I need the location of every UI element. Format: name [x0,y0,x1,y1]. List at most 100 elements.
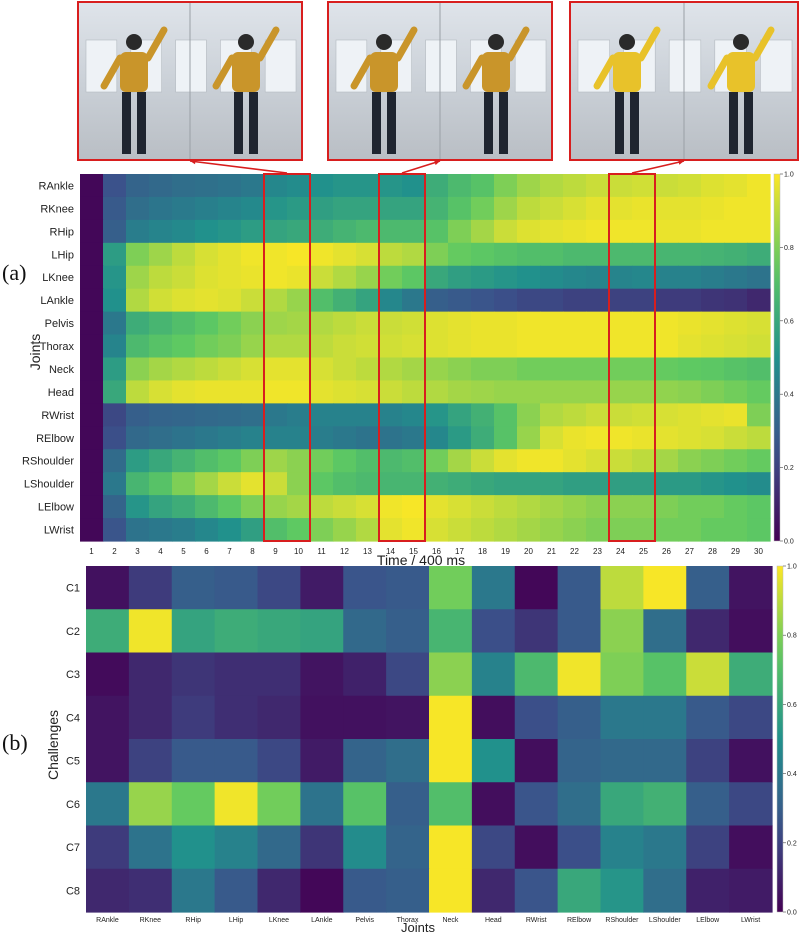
heatmap-cell [540,265,564,290]
heatmap-cell [310,311,334,336]
heatmap-cell [343,782,387,827]
heatmap-cell [643,609,687,654]
heatmap-cell [678,288,702,313]
heatmap-cell [655,426,679,450]
heatmap-cell [540,472,564,496]
heatmap-cell [103,472,127,496]
heatmap-cell [514,652,559,697]
heatmap-cell [214,739,259,783]
heatmap-cell [86,868,130,913]
heatmap-cell [686,825,730,870]
x-tick-label: Neck [442,917,458,924]
heatmap-cell [149,288,173,313]
heatmap-cell [172,265,196,290]
colorbar-tick-label: 0.6 [787,702,797,709]
heatmap-cell [678,426,702,450]
heatmap-cell [586,196,610,221]
heatmap-cell [356,219,380,244]
heatmap-cell [678,196,702,221]
heatmap-cell [609,472,633,496]
heatmap-cell [103,426,127,450]
x-tick-label: RKnee [140,917,162,924]
heatmap-cell [609,426,633,450]
heatmap-cell [563,449,587,473]
heatmap-cell [747,403,771,427]
heatmap-cell [379,472,403,496]
heatmap-cell [218,311,242,336]
heatmap-cell [586,380,610,404]
heatmap-cell [632,288,656,313]
heatmap-cell [149,311,173,336]
x-tick-label: LKnee [269,917,289,924]
heatmap-cell [600,868,644,913]
heatmap-cell [686,609,730,654]
heatmap-cell [80,265,104,290]
heatmap-cell [563,174,587,198]
heatmap-cell [287,196,311,221]
heatmap-cell [557,566,602,610]
heatmap-cell [729,739,773,783]
heatmap-cell [264,518,288,542]
heatmap-cell [126,472,150,496]
y-tick-label: C2 [66,626,80,638]
heatmap-cell [678,357,702,382]
x-tick-label: 1 [89,547,94,556]
heatmap-cell [686,739,730,783]
heatmap-cell [425,518,449,542]
heatmap-cell [471,380,495,404]
x-tick-label: 23 [593,547,602,556]
heatmap-cell [402,265,426,290]
x-tick-label: LAnkle [311,917,333,924]
x-tick-label: 2 [112,547,117,556]
heatmap-cell [126,518,150,542]
heatmap-cell [195,242,219,267]
x-tick-label: LWrist [741,917,760,924]
heatmap-b-ylabel: Challenges [45,710,61,780]
heatmap-cell [379,311,403,336]
heatmap-cell [287,495,311,519]
heatmap-cell [632,265,656,290]
heatmap-cell [678,219,702,244]
heatmap-cell [724,426,748,450]
heatmap-cell [701,472,725,496]
heatmap-cell [494,449,518,473]
heatmap-cell [287,403,311,427]
heatmap-cell [310,449,334,473]
heatmap-cell [80,174,104,198]
heatmap-cell [540,518,564,542]
x-tick-label: RWrist [526,917,547,924]
heatmap-cell [264,196,288,221]
heatmap-cell [379,357,403,382]
heatmap-cell [386,609,430,654]
heatmap-cell [586,334,610,359]
heatmap-cell [103,174,127,198]
heatmap-cell [218,174,242,198]
heatmap-cell [632,495,656,519]
heatmap-cell [80,449,104,473]
x-tick-label: 29 [731,547,740,556]
heatmap-cell [241,174,265,198]
heatmap-cell [600,609,644,654]
heatmap-cell [218,472,242,496]
heatmap-cell [540,242,564,267]
heatmap-cell [729,652,773,697]
heatmap-b-xlabel: Joints [401,920,435,935]
heatmap-cell [310,403,334,427]
heatmap-cell [218,334,242,359]
heatmap-cell [86,782,130,827]
heatmap-cell [586,311,610,336]
heatmap-cell [563,472,587,496]
heatmap-cell [149,219,173,244]
y-tick-label: C4 [66,712,80,724]
heatmap-cell [310,426,334,450]
heatmap-cell [264,242,288,267]
heatmap-cell [149,357,173,382]
heatmap-cell [632,518,656,542]
heatmap-cell [241,449,265,473]
heatmap-cell [128,566,173,610]
heatmap-cell [402,311,426,336]
colorbar-tick-label: 1.0 [784,172,794,179]
heatmap-cell [747,449,771,473]
heatmap-cell [149,518,173,542]
